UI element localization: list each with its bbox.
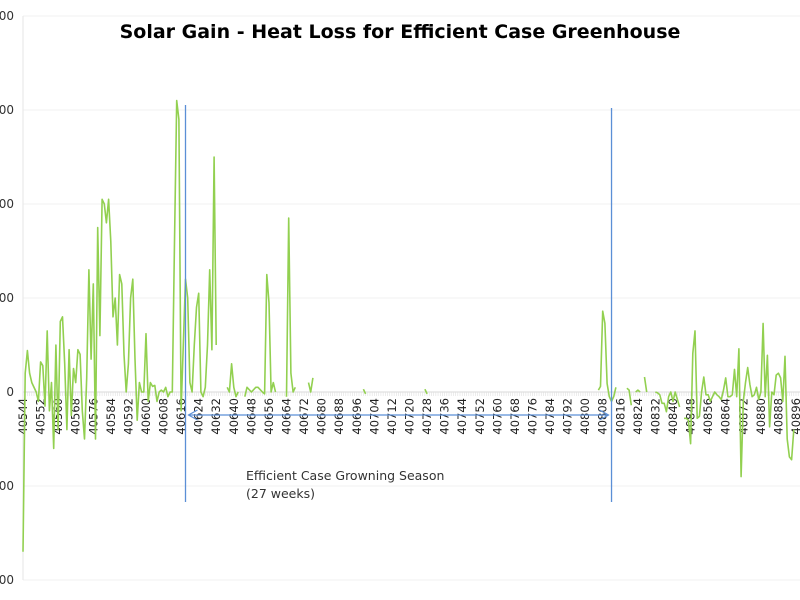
x-tick-label: 40576 <box>86 398 100 435</box>
x-tick-label: 40704 <box>367 398 381 435</box>
series-line-segment <box>635 389 641 393</box>
x-tick-label: 40600 <box>139 398 153 435</box>
chart-title: Solar Gain - Heat Loss for Efficient Cas… <box>120 21 681 43</box>
x-tick-label: 40616 <box>174 398 188 435</box>
x-tick-label: 40672 <box>297 398 311 435</box>
y-tick-label: 00 <box>0 103 14 117</box>
arrow-head-left-icon <box>187 409 198 421</box>
x-tick-label: 40776 <box>525 398 539 435</box>
x-tick-label: 40760 <box>490 398 504 435</box>
growing-season-annotation: Efficient Case Growning Season (27 weeks… <box>184 105 613 502</box>
x-tick-label: 40792 <box>561 398 575 435</box>
x-tick-label: 40856 <box>701 398 715 435</box>
x-tick-label: 40664 <box>280 398 294 435</box>
y-tick-label: 0 <box>6 385 14 399</box>
x-tick-label: 40728 <box>420 398 434 435</box>
series-line-segment <box>684 322 795 478</box>
series-line-segment <box>22 99 217 552</box>
x-tick-label: 40832 <box>648 398 662 435</box>
arrow-head-right-icon <box>599 409 610 421</box>
x-tick-label: 40744 <box>455 398 469 435</box>
x-tick-label: 40800 <box>578 398 592 435</box>
x-tick-label: 40816 <box>613 398 627 435</box>
x-tick-label: 40696 <box>350 398 364 435</box>
y-tick-label: 00 <box>0 9 14 23</box>
x-tick-label: 40592 <box>121 398 135 435</box>
x-tick-label: 40608 <box>157 398 171 435</box>
y-tick-label: 00 <box>0 197 14 211</box>
series-line <box>22 99 795 552</box>
x-tick-label: 40752 <box>473 398 487 435</box>
x-tick-label: 40648 <box>244 398 258 435</box>
series-line-segment <box>285 217 297 397</box>
x-tick-label: 40688 <box>332 398 346 435</box>
x-tick-label: 40544 <box>16 398 30 435</box>
x-tick-label: 40712 <box>385 398 399 435</box>
x-tick-label: 40736 <box>438 398 452 435</box>
annotation-sublabel: (27 weeks) <box>246 486 315 501</box>
x-tick-label: 40824 <box>631 398 645 435</box>
x-tick-label: 40624 <box>192 398 206 435</box>
series-line-segment <box>643 376 648 393</box>
y-tick-label: 00 <box>0 479 14 493</box>
x-tick-label: 40808 <box>596 398 610 435</box>
x-tick-label: 40840 <box>666 398 680 435</box>
x-tick-label: 40640 <box>227 398 241 435</box>
series-line-segment <box>362 388 367 395</box>
series-line-segment <box>226 362 239 398</box>
series-line-segment <box>307 377 314 393</box>
x-tick-label: 40768 <box>508 398 522 435</box>
x-tick-label: 40784 <box>543 398 557 435</box>
annotation-label: Efficient Case Growning Season <box>246 468 444 483</box>
x-tick-label: 40880 <box>754 398 768 435</box>
x-tick-label: 40656 <box>262 398 276 435</box>
x-tick-label: 40896 <box>789 398 800 435</box>
x-tick-label: 40584 <box>104 398 118 435</box>
series-line-segment <box>655 391 681 413</box>
series-line-segment <box>626 387 633 406</box>
x-axis-tick-labels: 40544 40552 40560 40568 40576 40584 40592 40600… <box>16 398 800 435</box>
x-tick-label: 40888 <box>771 398 785 435</box>
x-tick-label: 40720 <box>402 398 416 435</box>
x-tick-label: 40680 <box>315 398 329 435</box>
y-tick-label: 00 <box>0 291 14 305</box>
series-line-segment <box>424 388 428 395</box>
series-line-segment <box>597 310 617 403</box>
x-tick-label: 40864 <box>719 398 733 435</box>
y-tick-label: 00 <box>0 573 14 587</box>
series-line-segment <box>244 273 277 397</box>
x-tick-label: 40632 <box>209 398 223 435</box>
x-tick-label: 40552 <box>34 398 48 435</box>
gridlines <box>23 15 800 581</box>
